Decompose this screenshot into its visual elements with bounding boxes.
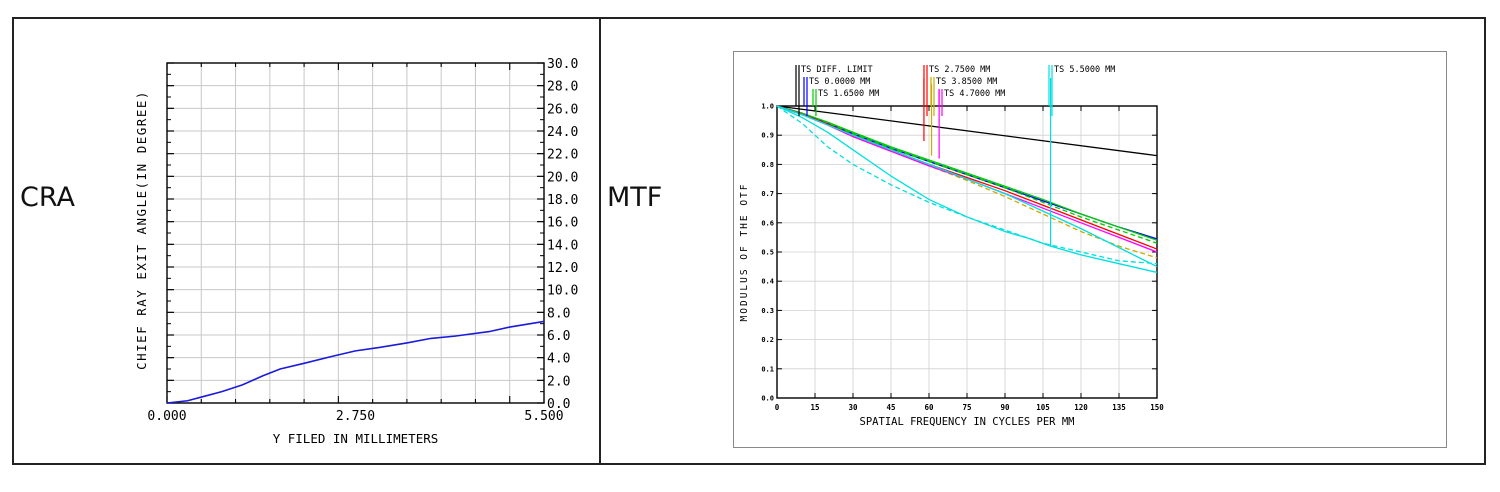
outer-frame <box>12 17 1486 465</box>
mtf-y-tick-label: 0.3 <box>761 307 774 315</box>
cra-y-tick-label: 18.0 <box>547 193 578 208</box>
panel-divider <box>599 17 601 465</box>
cra-y-tick-label: 6.0 <box>547 329 570 344</box>
cra-series-line <box>166 320 545 404</box>
mtf-x-axis-label: SPATIAL FREQUENCY IN CYCLES PER MM <box>860 416 1075 428</box>
mtf-y-tick-label: 0.2 <box>761 336 774 344</box>
cra-y-tick-label: 22.0 <box>547 148 578 163</box>
mtf-y-tick-label: 0.7 <box>761 190 774 198</box>
mtf-y-tick-label: 0.8 <box>761 161 774 169</box>
mtf-legend-label: TS DIFF. LIMIT <box>801 65 873 75</box>
cra-plot-frame <box>166 62 545 404</box>
cra-y-tick-label: 0.0 <box>547 397 570 412</box>
mtf-x-tick-label: 75 <box>962 403 971 412</box>
mtf-legend-label: TS 5.5000 MM <box>1054 65 1115 75</box>
cra-chart: 0.0 2.0 4.0 6.0 8.0 10.0 12.0 14.0 16.0 18.0 20.0 2… <box>134 57 578 446</box>
mtf-x-tick-label: 105 <box>1036 403 1050 412</box>
mtf-legend-label: TS 3.8500 MM <box>936 77 997 87</box>
mtf-legend-label: TS 0.0000 MM <box>809 77 870 87</box>
mtf-y-tick-label: 0.1 <box>761 365 774 373</box>
mtf-series-line <box>776 105 1158 157</box>
mtf-y-axis-label: MODULUS OF THE OTF <box>739 183 750 322</box>
mtf-y-tick-label: 0.6 <box>761 219 774 227</box>
cra-y-tick-label: 8.0 <box>547 306 570 321</box>
cra-x-tick-label: 5.500 <box>524 409 563 424</box>
cra-y-tick-label: 24.0 <box>547 125 578 140</box>
mtf-series-line <box>776 105 1158 241</box>
cra-x-axis-label: Y FILED IN MILLIMETERS <box>273 431 439 446</box>
cra-y-tick-label: 20.0 <box>547 170 578 185</box>
cra-panel-label: CRA <box>20 182 75 213</box>
mtf-series-line <box>776 105 1158 274</box>
cra-y-tick-label: 4.0 <box>547 352 570 367</box>
mtf-chart: 0 15 30 45 60 75 90 105 120 135 150 0.0 0.1 0.2 0.3 0.4… <box>739 65 1164 428</box>
cra-x-tick-label: 2.750 <box>336 409 375 424</box>
cra-y-axis-label: CHIEF RAY EXIT ANGLE(IN DEGREE) <box>134 90 149 370</box>
cra-y-tick-label: 2.0 <box>547 374 570 389</box>
cra-x-tick-label: 0.000 <box>147 409 186 424</box>
mtf-legend-label: TS 4.7000 MM <box>944 89 1005 99</box>
mtf-y-tick-label: 0.0 <box>761 395 774 403</box>
mtf-y-tick-label: 0.4 <box>761 278 774 286</box>
mtf-series-line <box>776 105 1158 268</box>
cra-y-tick-label: 14.0 <box>547 238 578 253</box>
cra-y-tick-label: 12.0 <box>547 261 578 276</box>
cra-y-tick-label: 16.0 <box>547 216 578 231</box>
mtf-x-tick-label: 30 <box>848 403 858 412</box>
mtf-series-line <box>776 105 1158 265</box>
cra-y-tick-label: 10.0 <box>547 284 578 299</box>
mtf-x-tick-label: 150 <box>1150 403 1164 412</box>
mtf-legend-label: TS 2.7500 MM <box>929 65 990 75</box>
mtf-x-tick-label: 135 <box>1112 403 1126 412</box>
cra-y-tick-label: 26.0 <box>547 102 578 117</box>
mtf-x-tick-label: 120 <box>1074 403 1088 412</box>
cra-y-tick-label: 30.0 <box>547 57 578 72</box>
mtf-panel-label: MTF <box>607 182 663 213</box>
mtf-chart-box <box>733 51 1447 448</box>
mtf-legend-label: TS 1.6500 MM <box>818 89 879 99</box>
mtf-y-tick-label: 0.5 <box>761 249 774 257</box>
mtf-x-tick-label: 0 <box>775 403 780 412</box>
mtf-y-tick-label: 0.9 <box>761 132 774 140</box>
mtf-x-tick-label: 15 <box>810 403 819 412</box>
mtf-x-tick-label: 90 <box>1000 403 1010 412</box>
cra-y-tick-label: 28.0 <box>547 80 578 95</box>
mtf-x-tick-label: 45 <box>886 403 895 412</box>
mtf-y-tick-label: 1.0 <box>761 103 774 111</box>
mtf-series-line <box>776 105 1158 250</box>
mtf-x-tick-label: 60 <box>924 403 934 412</box>
